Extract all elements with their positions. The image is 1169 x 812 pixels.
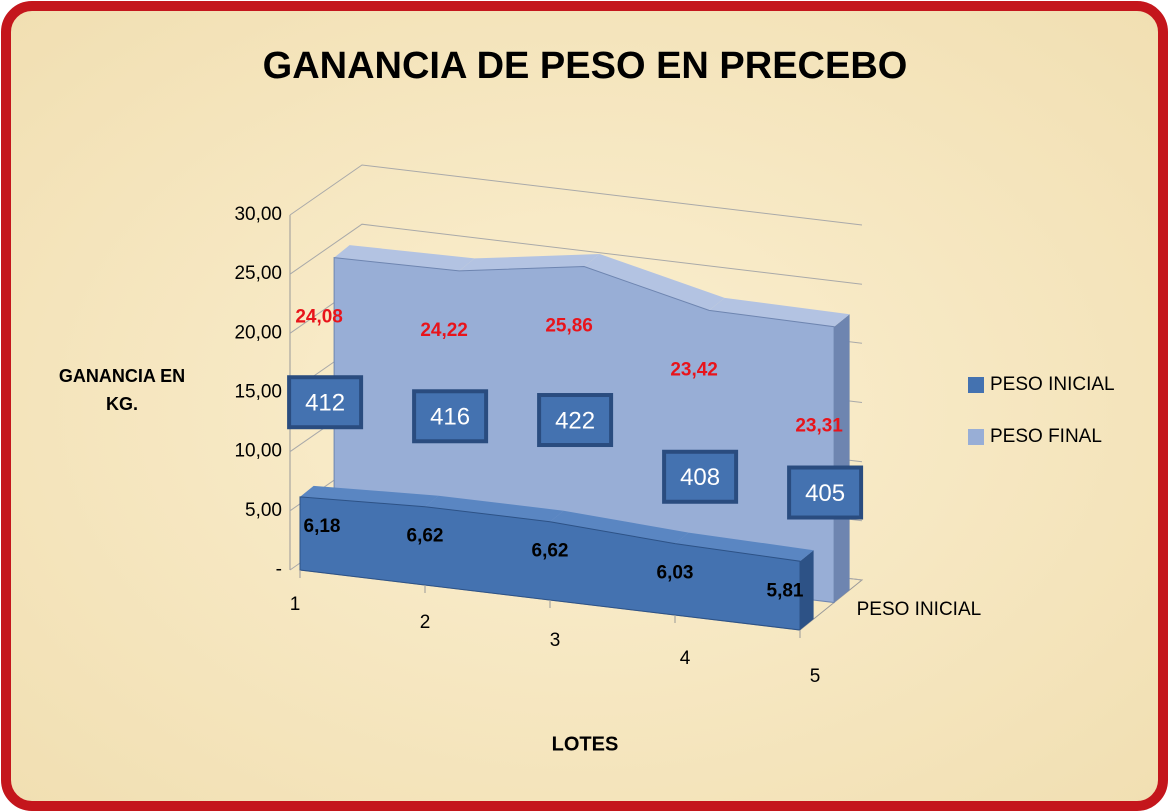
area-side [800,550,814,630]
y-axis-label: GANANCIA EN KG. [58,366,186,414]
x-tick-label: 5 [810,666,821,687]
x-tick-label: 1 [290,594,301,615]
legend-swatch [968,377,984,393]
y-tick-label: 25,00 [234,263,282,284]
area-top [709,297,850,327]
annotation-box [287,375,364,430]
area-top [584,254,725,311]
data-label: 24,08 [295,307,343,328]
y-tick-label: 15,00 [234,382,282,403]
plot: - 5,00 10,00 15,00 20,00 25,00 30,00 1 2 3 4 5 PESO … [234,164,982,687]
depth-label: PESO INICIAL [857,599,982,620]
annotation-label: 422 [555,407,595,434]
data-label: 5,81 [767,580,804,601]
x-tick-label: 4 [680,648,691,669]
x-axis-label: LOTES [552,733,619,755]
data-label: 6,62 [532,541,569,562]
legend-swatch [968,429,984,445]
area [299,496,801,631]
legend-label: PESO FINAL [990,426,1102,447]
data-label: 23,42 [670,359,718,380]
grid-line [289,164,863,226]
annotation-box [662,449,739,504]
x-tick-label: 2 [420,612,431,633]
annotation-label: 416 [430,404,470,431]
y-tick-label: 10,00 [234,441,282,462]
y-tick-label: 5,00 [245,500,282,521]
annotation-label: 408 [680,464,720,491]
annotation-box [537,393,614,448]
legend-label: PESO INICIAL [990,374,1115,395]
annotation-label: 405 [805,480,845,507]
area-top [675,532,814,562]
data-label: 6,18 [304,516,341,537]
annotation-box [787,465,864,520]
chart-title: GANANCIA DE PESO EN PRECEBO [263,45,908,87]
area-top [425,495,564,522]
annotation-box [412,389,489,444]
area-top [550,510,689,544]
data-label: 23,31 [795,416,843,437]
annotation-label: 412 [305,390,345,417]
data-label: 6,62 [407,526,444,547]
x-tick-label: 3 [550,630,561,651]
y-tick-label: 30,00 [234,204,282,225]
area-top [300,485,439,507]
area-side [834,314,850,603]
grid-line [289,223,863,285]
area-top [334,245,475,271]
area-top [459,254,600,271]
data-label: 25,86 [545,316,593,337]
data-label: 6,03 [657,563,694,584]
data-label: 24,22 [420,320,468,341]
y-tick-label: 20,00 [234,322,282,343]
y-tick-label: - [276,559,282,580]
